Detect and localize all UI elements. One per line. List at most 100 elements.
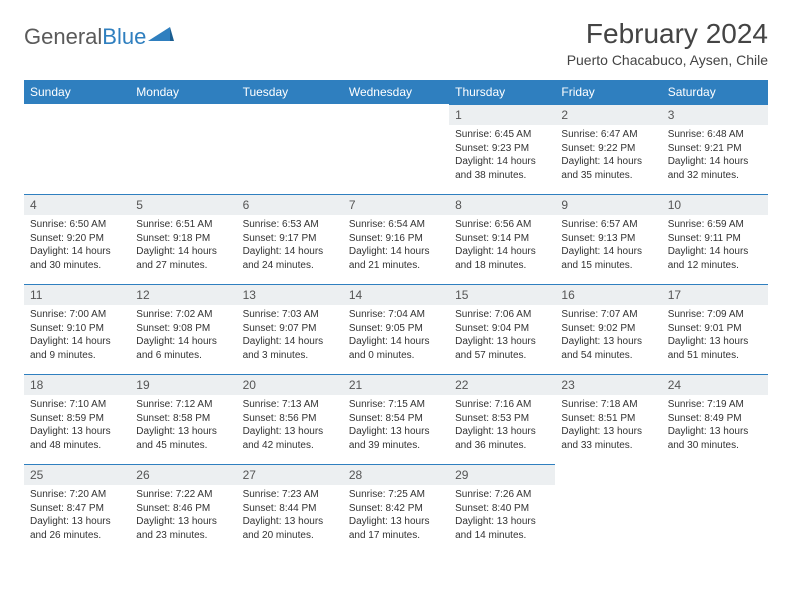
sunrise-line: Sunrise: 7:19 AM <box>668 398 762 412</box>
day-number: 22 <box>449 374 555 395</box>
sunrise-line: Sunrise: 6:48 AM <box>668 128 762 142</box>
logo-text: GeneralBlue <box>24 24 146 50</box>
day-details: Sunrise: 6:59 AMSunset: 9:11 PMDaylight:… <box>662 215 768 276</box>
day-number: 25 <box>24 464 130 485</box>
calendar-cell: 11Sunrise: 7:00 AMSunset: 9:10 PMDayligh… <box>24 284 130 374</box>
sunset-line: Sunset: 9:10 PM <box>30 322 124 336</box>
day-number: 14 <box>343 284 449 305</box>
day-details: Sunrise: 7:13 AMSunset: 8:56 PMDaylight:… <box>237 395 343 456</box>
sunset-line: Sunset: 9:23 PM <box>455 142 549 156</box>
day-number: 15 <box>449 284 555 305</box>
daylight-line-1: Daylight: 14 hours <box>349 335 443 349</box>
day-number: 3 <box>662 104 768 125</box>
daylight-line-2: and 18 minutes. <box>455 259 549 273</box>
daylight-line-2: and 20 minutes. <box>243 529 337 543</box>
day-number: 9 <box>555 194 661 215</box>
sunrise-line: Sunrise: 6:47 AM <box>561 128 655 142</box>
daylight-line-2: and 6 minutes. <box>136 349 230 363</box>
calendar-cell: 26Sunrise: 7:22 AMSunset: 8:46 PMDayligh… <box>130 464 236 554</box>
calendar-cell <box>24 104 130 194</box>
day-details: Sunrise: 7:07 AMSunset: 9:02 PMDaylight:… <box>555 305 661 366</box>
daylight-line-1: Daylight: 14 hours <box>349 245 443 259</box>
logo-text-blue: Blue <box>102 24 146 49</box>
sunrise-line: Sunrise: 7:06 AM <box>455 308 549 322</box>
sunset-line: Sunset: 8:49 PM <box>668 412 762 426</box>
daylight-line-1: Daylight: 14 hours <box>30 335 124 349</box>
daylight-line-2: and 45 minutes. <box>136 439 230 453</box>
sunset-line: Sunset: 8:40 PM <box>455 502 549 516</box>
sunrise-line: Sunrise: 7:12 AM <box>136 398 230 412</box>
daylight-line-2: and 23 minutes. <box>136 529 230 543</box>
calendar-cell <box>662 464 768 554</box>
sunrise-line: Sunrise: 7:09 AM <box>668 308 762 322</box>
calendar-cell: 2Sunrise: 6:47 AMSunset: 9:22 PMDaylight… <box>555 104 661 194</box>
day-number: 12 <box>130 284 236 305</box>
calendar-cell: 5Sunrise: 6:51 AMSunset: 9:18 PMDaylight… <box>130 194 236 284</box>
sunset-line: Sunset: 8:53 PM <box>455 412 549 426</box>
daylight-line-1: Daylight: 14 hours <box>668 245 762 259</box>
daylight-line-1: Daylight: 14 hours <box>136 245 230 259</box>
day-details: Sunrise: 7:04 AMSunset: 9:05 PMDaylight:… <box>343 305 449 366</box>
calendar-cell: 4Sunrise: 6:50 AMSunset: 9:20 PMDaylight… <box>24 194 130 284</box>
day-number: 24 <box>662 374 768 395</box>
daylight-line-2: and 3 minutes. <box>243 349 337 363</box>
calendar-table: SundayMondayTuesdayWednesdayThursdayFrid… <box>24 80 768 554</box>
daylight-line-2: and 35 minutes. <box>561 169 655 183</box>
sunrise-line: Sunrise: 7:25 AM <box>349 488 443 502</box>
sunrise-line: Sunrise: 7:04 AM <box>349 308 443 322</box>
calendar-cell: 25Sunrise: 7:20 AMSunset: 8:47 PMDayligh… <box>24 464 130 554</box>
calendar-cell: 21Sunrise: 7:15 AMSunset: 8:54 PMDayligh… <box>343 374 449 464</box>
calendar-cell: 1Sunrise: 6:45 AMSunset: 9:23 PMDaylight… <box>449 104 555 194</box>
calendar-cell <box>237 104 343 194</box>
sunset-line: Sunset: 8:58 PM <box>136 412 230 426</box>
daylight-line-2: and 17 minutes. <box>349 529 443 543</box>
calendar-cell: 20Sunrise: 7:13 AMSunset: 8:56 PMDayligh… <box>237 374 343 464</box>
day-header: Wednesday <box>343 80 449 104</box>
day-number: 29 <box>449 464 555 485</box>
sunset-line: Sunset: 9:21 PM <box>668 142 762 156</box>
calendar-cell: 27Sunrise: 7:23 AMSunset: 8:44 PMDayligh… <box>237 464 343 554</box>
daylight-line-1: Daylight: 14 hours <box>243 245 337 259</box>
daylight-line-1: Daylight: 13 hours <box>136 425 230 439</box>
day-details: Sunrise: 7:02 AMSunset: 9:08 PMDaylight:… <box>130 305 236 366</box>
daylight-line-2: and 33 minutes. <box>561 439 655 453</box>
day-number: 26 <box>130 464 236 485</box>
calendar-cell: 6Sunrise: 6:53 AMSunset: 9:17 PMDaylight… <box>237 194 343 284</box>
sunrise-line: Sunrise: 7:03 AM <box>243 308 337 322</box>
daylight-line-2: and 57 minutes. <box>455 349 549 363</box>
day-details: Sunrise: 6:54 AMSunset: 9:16 PMDaylight:… <box>343 215 449 276</box>
day-details: Sunrise: 7:25 AMSunset: 8:42 PMDaylight:… <box>343 485 449 546</box>
sunrise-line: Sunrise: 6:57 AM <box>561 218 655 232</box>
sunset-line: Sunset: 9:02 PM <box>561 322 655 336</box>
calendar-cell: 19Sunrise: 7:12 AMSunset: 8:58 PMDayligh… <box>130 374 236 464</box>
page: GeneralBlue February 2024 Puerto Chacabu… <box>0 0 792 564</box>
day-number: 23 <box>555 374 661 395</box>
calendar-week-row: 25Sunrise: 7:20 AMSunset: 8:47 PMDayligh… <box>24 464 768 554</box>
sunset-line: Sunset: 8:44 PM <box>243 502 337 516</box>
day-number: 20 <box>237 374 343 395</box>
daylight-line-1: Daylight: 13 hours <box>349 425 443 439</box>
day-details: Sunrise: 7:16 AMSunset: 8:53 PMDaylight:… <box>449 395 555 456</box>
sunrise-line: Sunrise: 7:00 AM <box>30 308 124 322</box>
daylight-line-1: Daylight: 14 hours <box>561 245 655 259</box>
sunset-line: Sunset: 9:18 PM <box>136 232 230 246</box>
daylight-line-2: and 21 minutes. <box>349 259 443 273</box>
sunset-line: Sunset: 8:59 PM <box>30 412 124 426</box>
daylight-line-1: Daylight: 13 hours <box>455 515 549 529</box>
day-number: 7 <box>343 194 449 215</box>
daylight-line-2: and 26 minutes. <box>30 529 124 543</box>
day-details: Sunrise: 7:26 AMSunset: 8:40 PMDaylight:… <box>449 485 555 546</box>
day-details: Sunrise: 6:47 AMSunset: 9:22 PMDaylight:… <box>555 125 661 186</box>
day-details: Sunrise: 7:15 AMSunset: 8:54 PMDaylight:… <box>343 395 449 456</box>
daylight-line-2: and 9 minutes. <box>30 349 124 363</box>
daylight-line-2: and 0 minutes. <box>349 349 443 363</box>
calendar-cell: 14Sunrise: 7:04 AMSunset: 9:05 PMDayligh… <box>343 284 449 374</box>
calendar-cell: 9Sunrise: 6:57 AMSunset: 9:13 PMDaylight… <box>555 194 661 284</box>
day-number: 2 <box>555 104 661 125</box>
daylight-line-2: and 48 minutes. <box>30 439 124 453</box>
sunset-line: Sunset: 8:51 PM <box>561 412 655 426</box>
day-number: 16 <box>555 284 661 305</box>
daylight-line-2: and 24 minutes. <box>243 259 337 273</box>
daylight-line-2: and 27 minutes. <box>136 259 230 273</box>
day-details: Sunrise: 7:03 AMSunset: 9:07 PMDaylight:… <box>237 305 343 366</box>
